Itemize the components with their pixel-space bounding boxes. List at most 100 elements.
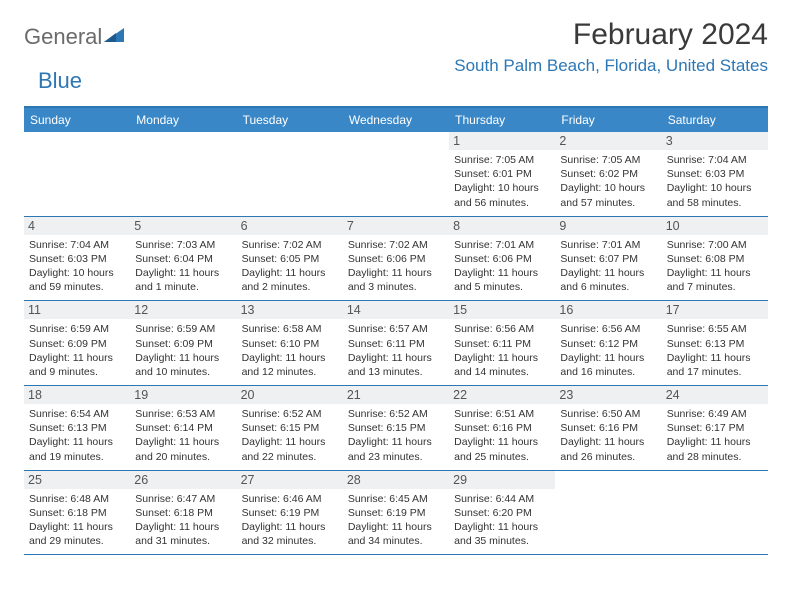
day-cell: 1Sunrise: 7:05 AMSunset: 6:01 PMDaylight… (449, 132, 555, 216)
calendar-page: General February 2024 South Palm Beach, … (0, 0, 792, 565)
day-cell: 21Sunrise: 6:52 AMSunset: 6:15 PMDayligh… (343, 386, 449, 470)
day-number: 8 (449, 217, 555, 235)
sunrise-text: Sunrise: 6:48 AM (29, 492, 125, 506)
day-info: Sunrise: 6:46 AMSunset: 6:19 PMDaylight:… (242, 492, 338, 549)
day-number: 12 (130, 301, 236, 319)
sunset-text: Sunset: 6:01 PM (454, 167, 550, 181)
day-number: 10 (662, 217, 768, 235)
day-info: Sunrise: 6:50 AMSunset: 6:16 PMDaylight:… (560, 407, 656, 464)
sunrise-text: Sunrise: 7:02 AM (242, 238, 338, 252)
day-number-empty (130, 132, 236, 150)
daylight-text: Daylight: 11 hours and 13 minutes. (348, 351, 444, 379)
daylight-text: Daylight: 11 hours and 26 minutes. (560, 435, 656, 463)
day-number: 13 (237, 301, 343, 319)
daylight-text: Daylight: 11 hours and 23 minutes. (348, 435, 444, 463)
day-info: Sunrise: 6:56 AMSunset: 6:11 PMDaylight:… (454, 322, 550, 379)
day-info: Sunrise: 6:51 AMSunset: 6:16 PMDaylight:… (454, 407, 550, 464)
day-cell (24, 132, 130, 216)
day-info: Sunrise: 6:47 AMSunset: 6:18 PMDaylight:… (135, 492, 231, 549)
sunrise-text: Sunrise: 7:03 AM (135, 238, 231, 252)
day-number: 24 (662, 386, 768, 404)
day-number: 26 (130, 471, 236, 489)
day-number: 3 (662, 132, 768, 150)
daylight-text: Daylight: 11 hours and 7 minutes. (667, 266, 763, 294)
day-info: Sunrise: 6:49 AMSunset: 6:17 PMDaylight:… (667, 407, 763, 464)
day-info: Sunrise: 7:03 AMSunset: 6:04 PMDaylight:… (135, 238, 231, 295)
sunrise-text: Sunrise: 6:52 AM (348, 407, 444, 421)
day-info: Sunrise: 7:05 AMSunset: 6:02 PMDaylight:… (560, 153, 656, 210)
daylight-text: Daylight: 11 hours and 31 minutes. (135, 520, 231, 548)
sunrise-text: Sunrise: 7:04 AM (667, 153, 763, 167)
day-number: 5 (130, 217, 236, 235)
sunset-text: Sunset: 6:09 PM (135, 337, 231, 351)
week-row: 11 Sunrise: 6:59 AMSunset: 6:09 PMDayligh… (24, 301, 768, 386)
day-number-empty (662, 471, 768, 489)
sunset-text: Sunset: 6:18 PM (135, 506, 231, 520)
day-cell: 24 Sunrise: 6:49 AMSunset: 6:17 PMDayligh… (662, 386, 768, 470)
sunrise-text: Sunrise: 6:47 AM (135, 492, 231, 506)
day-cell: 5 Sunrise: 7:03 AMSunset: 6:04 PMDaylight… (130, 217, 236, 301)
sunrise-text: Sunrise: 6:44 AM (454, 492, 550, 506)
day-cell: 15Sunrise: 6:56 AMSunset: 6:11 PMDayligh… (449, 301, 555, 385)
day-info: Sunrise: 7:00 AMSunset: 6:08 PMDaylight:… (667, 238, 763, 295)
sunset-text: Sunset: 6:18 PM (29, 506, 125, 520)
day-cell: 18Sunrise: 6:54 AMSunset: 6:13 PMDayligh… (24, 386, 130, 470)
day-info: Sunrise: 7:01 AMSunset: 6:07 PMDaylight:… (560, 238, 656, 295)
weekday-sunday: Sunday (24, 108, 130, 132)
sunset-text: Sunset: 6:03 PM (667, 167, 763, 181)
sunset-text: Sunset: 6:20 PM (454, 506, 550, 520)
day-number: 7 (343, 217, 449, 235)
sunrise-text: Sunrise: 6:53 AM (135, 407, 231, 421)
day-cell: 7Sunrise: 7:02 AMSunset: 6:06 PMDaylight… (343, 217, 449, 301)
week-row: 25Sunrise: 6:48 AMSunset: 6:18 PMDayligh… (24, 471, 768, 556)
day-number-empty (237, 132, 343, 150)
day-info: Sunrise: 6:59 AMSunset: 6:09 PMDaylight:… (29, 322, 125, 379)
sunrise-text: Sunrise: 7:01 AM (454, 238, 550, 252)
day-info: Sunrise: 6:44 AMSunset: 6:20 PMDaylight:… (454, 492, 550, 549)
sunset-text: Sunset: 6:02 PM (560, 167, 656, 181)
day-cell (555, 471, 661, 555)
weekday-tuesday: Tuesday (237, 108, 343, 132)
sunset-text: Sunset: 6:11 PM (348, 337, 444, 351)
day-number: 9 (555, 217, 661, 235)
day-cell: 17Sunrise: 6:55 AMSunset: 6:13 PMDayligh… (662, 301, 768, 385)
sunset-text: Sunset: 6:06 PM (454, 252, 550, 266)
day-number: 17 (662, 301, 768, 319)
day-cell: 20Sunrise: 6:52 AMSunset: 6:15 PMDayligh… (237, 386, 343, 470)
daylight-text: Daylight: 11 hours and 29 minutes. (29, 520, 125, 548)
day-info: Sunrise: 6:53 AMSunset: 6:14 PMDaylight:… (135, 407, 231, 464)
day-cell: 16Sunrise: 6:56 AMSunset: 6:12 PMDayligh… (555, 301, 661, 385)
logo-triangle-icon (104, 26, 126, 49)
day-number: 20 (237, 386, 343, 404)
day-info: Sunrise: 7:01 AMSunset: 6:06 PMDaylight:… (454, 238, 550, 295)
month-title: February 2024 (454, 18, 768, 52)
day-number: 11 (24, 301, 130, 319)
sunset-text: Sunset: 6:19 PM (348, 506, 444, 520)
daylight-text: Daylight: 10 hours and 58 minutes. (667, 181, 763, 209)
logo: General (24, 18, 128, 50)
sunrise-text: Sunrise: 7:05 AM (560, 153, 656, 167)
logo-text-general: General (24, 24, 102, 50)
daylight-text: Daylight: 11 hours and 32 minutes. (242, 520, 338, 548)
weekday-thursday: Thursday (449, 108, 555, 132)
weekday-saturday: Saturday (662, 108, 768, 132)
day-info: Sunrise: 6:59 AMSunset: 6:09 PMDaylight:… (135, 322, 231, 379)
day-number-empty (555, 471, 661, 489)
sunset-text: Sunset: 6:15 PM (242, 421, 338, 435)
sunrise-text: Sunrise: 7:01 AM (560, 238, 656, 252)
daylight-text: Daylight: 11 hours and 14 minutes. (454, 351, 550, 379)
day-info: Sunrise: 7:04 AMSunset: 6:03 PMDaylight:… (667, 153, 763, 210)
weekday-header-row: Sunday Monday Tuesday Wednesday Thursday… (24, 108, 768, 132)
day-info: Sunrise: 6:48 AMSunset: 6:18 PMDaylight:… (29, 492, 125, 549)
day-info: Sunrise: 6:52 AMSunset: 6:15 PMDaylight:… (348, 407, 444, 464)
daylight-text: Daylight: 11 hours and 6 minutes. (560, 266, 656, 294)
day-cell: 14Sunrise: 6:57 AMSunset: 6:11 PMDayligh… (343, 301, 449, 385)
daylight-text: Daylight: 11 hours and 17 minutes. (667, 351, 763, 379)
daylight-text: Daylight: 11 hours and 16 minutes. (560, 351, 656, 379)
sunset-text: Sunset: 6:04 PM (135, 252, 231, 266)
day-info: Sunrise: 6:45 AMSunset: 6:19 PMDaylight:… (348, 492, 444, 549)
sunset-text: Sunset: 6:13 PM (667, 337, 763, 351)
sunset-text: Sunset: 6:12 PM (560, 337, 656, 351)
sunset-text: Sunset: 6:10 PM (242, 337, 338, 351)
day-number: 14 (343, 301, 449, 319)
